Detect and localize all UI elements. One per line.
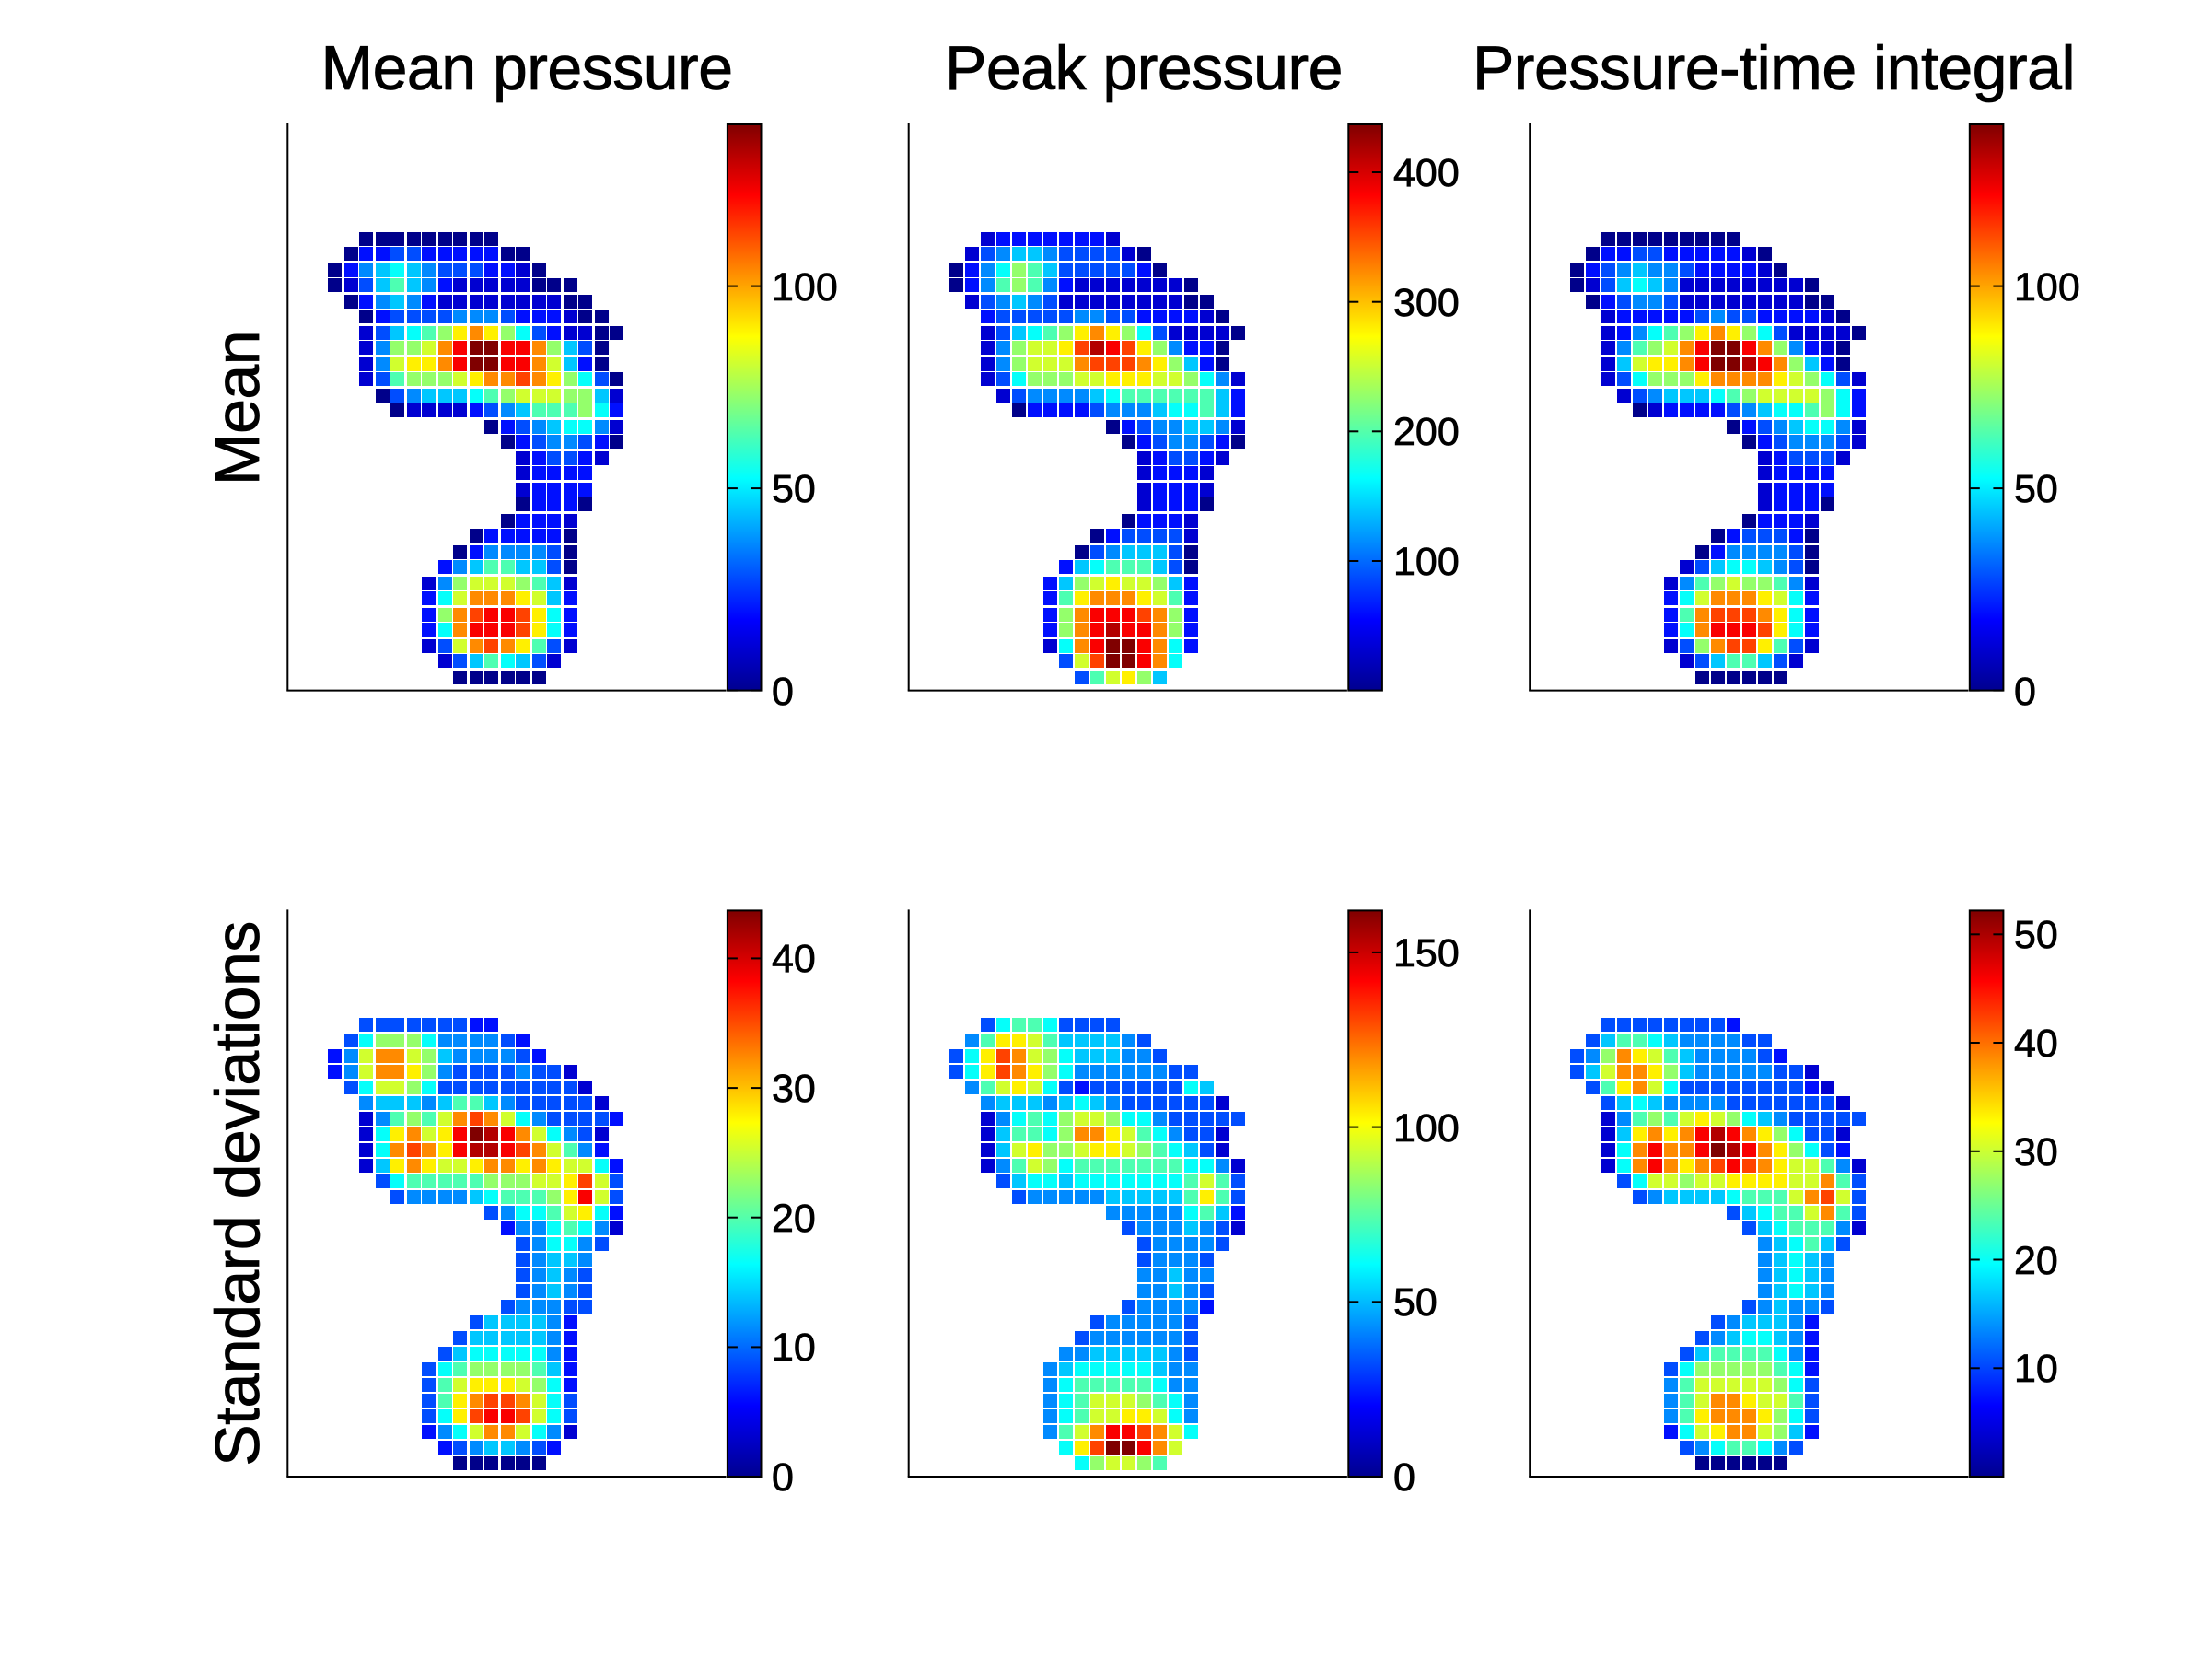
svg-text:40: 40 [2014,1022,2058,1066]
svg-text:20: 20 [2014,1239,2058,1283]
svg-text:200: 200 [1393,410,1460,454]
svg-text:0: 0 [772,1455,794,1500]
svg-text:Pressure-time integral: Pressure-time integral [1473,33,2075,103]
svg-text:20: 20 [772,1197,816,1241]
svg-text:10: 10 [2014,1347,2058,1391]
svg-text:Mean pressure: Mean pressure [320,33,732,103]
svg-text:0: 0 [2014,670,2036,714]
svg-text:Standard deviations: Standard deviations [203,921,273,1466]
svg-text:300: 300 [1393,281,1460,325]
svg-text:50: 50 [772,467,816,511]
svg-text:Mean: Mean [203,331,273,485]
svg-text:150: 150 [1393,931,1460,976]
svg-text:100: 100 [1393,540,1460,584]
svg-text:0: 0 [1393,1455,1415,1500]
svg-text:50: 50 [2014,913,2058,957]
svg-text:100: 100 [1393,1106,1460,1151]
svg-text:Peak pressure: Peak pressure [945,33,1343,103]
svg-text:40: 40 [772,937,816,981]
svg-text:30: 30 [772,1067,816,1111]
svg-text:0: 0 [772,670,794,714]
svg-text:100: 100 [2014,265,2080,310]
svg-text:10: 10 [772,1326,816,1370]
svg-text:100: 100 [772,265,838,310]
svg-text:30: 30 [2014,1130,2058,1174]
svg-text:400: 400 [1393,151,1460,195]
svg-text:50: 50 [2014,467,2058,511]
svg-text:50: 50 [1393,1280,1438,1325]
